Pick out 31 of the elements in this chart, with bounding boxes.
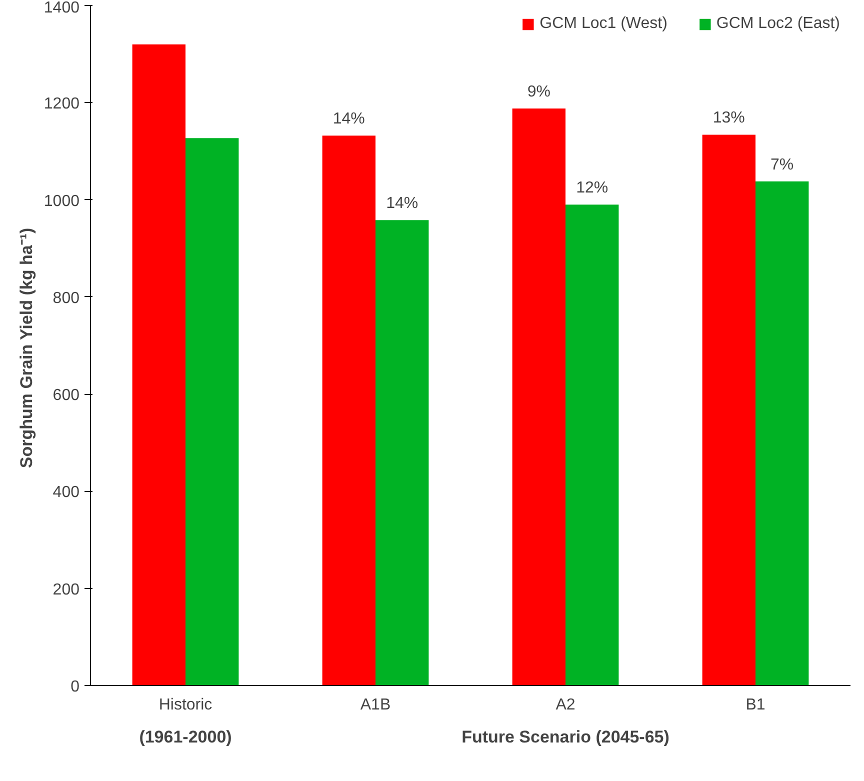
x-tick-label: A1B [360, 696, 391, 714]
bar [512, 108, 566, 686]
annotation: 7% [770, 156, 794, 174]
y-tick-label: 1400 [44, 0, 80, 16]
bar [186, 138, 239, 686]
legend-label: GCM Loc1 (West) [540, 15, 668, 33]
bar [322, 136, 376, 686]
bar [702, 134, 756, 686]
x-axis-title: Future Scenario (2045-65) [462, 728, 670, 746]
y-axis-title: Sorghum Grain Yield (kg ha⁻¹) [16, 228, 36, 468]
legend-label: GCM Loc2 (East) [716, 15, 840, 33]
y-tick-label: 800 [52, 290, 80, 307]
annotation: 14% [332, 110, 365, 128]
y-tick-label: 1200 [44, 96, 80, 113]
annotation: 12% [576, 180, 608, 197]
y-tick-label: 600 [52, 387, 80, 404]
y-tick-label: 1000 [44, 192, 80, 210]
y-tick-label: 0 [70, 678, 80, 696]
bar [132, 44, 186, 686]
bar [756, 181, 809, 686]
x-tick-label: Historic [158, 696, 212, 714]
bar [566, 204, 619, 686]
y-tick-label: 200 [52, 581, 80, 598]
y-tick-label: 400 [52, 484, 80, 502]
annotation: 9% [527, 83, 550, 100]
text: (1961-2000) [139, 728, 232, 746]
x-tick-label: A2 [556, 696, 576, 714]
annotation: 14% [386, 195, 418, 212]
bar [376, 220, 429, 686]
x-tick-label: B1 [746, 696, 766, 714]
annotation: 13% [712, 110, 745, 127]
